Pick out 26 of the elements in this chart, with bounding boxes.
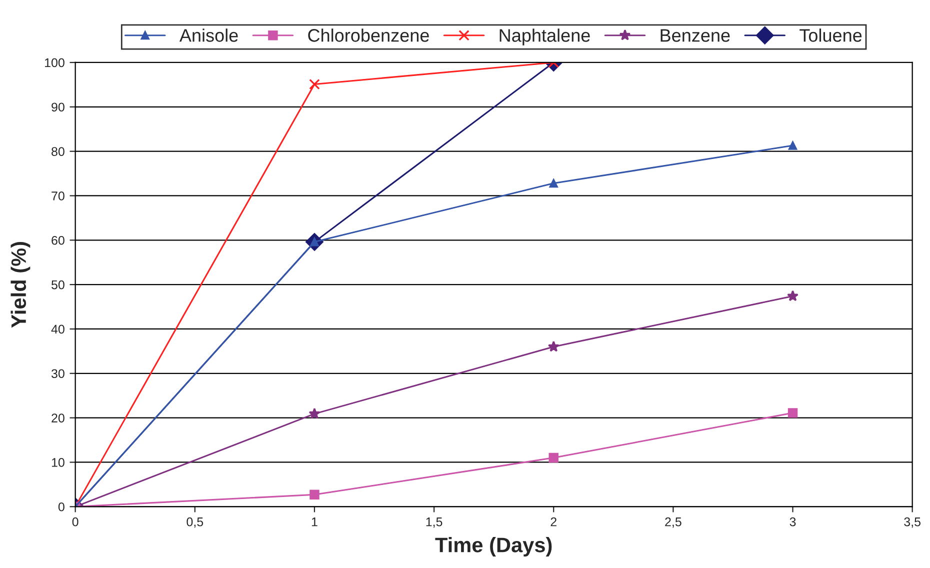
y-tick-label: 10 <box>52 458 64 467</box>
y-tick-label: 90 <box>52 102 64 112</box>
y-tick-label: 20 <box>52 414 64 422</box>
x-tick-label: 2,5 <box>665 517 682 528</box>
x-tick-label: 1 <box>312 518 318 526</box>
y-tick-label: 60 <box>52 236 64 245</box>
legend-label: Anisole <box>179 28 238 42</box>
y-axis-title: Yield (%) <box>10 242 30 328</box>
x-axis-title: Time (Days) <box>435 537 552 556</box>
y-tick-label: 40 <box>51 324 64 334</box>
x-tick-label: 0,5 <box>186 517 204 528</box>
legend-label: Chlorobenzene <box>308 28 429 42</box>
x-tick-label: 2 <box>550 517 556 526</box>
y-tick-label: 0 <box>58 502 64 512</box>
y-tick-label: 30 <box>51 369 64 378</box>
x-tick-label: 3 <box>790 517 796 526</box>
y-tick-label: 100 <box>45 58 64 68</box>
y-tick-label: 80 <box>52 147 64 156</box>
y-tick-label: 50 <box>52 280 64 290</box>
legend-label: Toluene <box>800 28 862 42</box>
legend-label: Naphtalene <box>500 28 590 46</box>
y-tick-label: 70 <box>52 192 64 200</box>
x-tick-label: 3,5 <box>904 517 920 528</box>
legend-label: Benzene <box>660 29 730 42</box>
x-tick-label: 0 <box>72 517 78 526</box>
x-tick-label: 1,5 <box>426 518 442 528</box>
